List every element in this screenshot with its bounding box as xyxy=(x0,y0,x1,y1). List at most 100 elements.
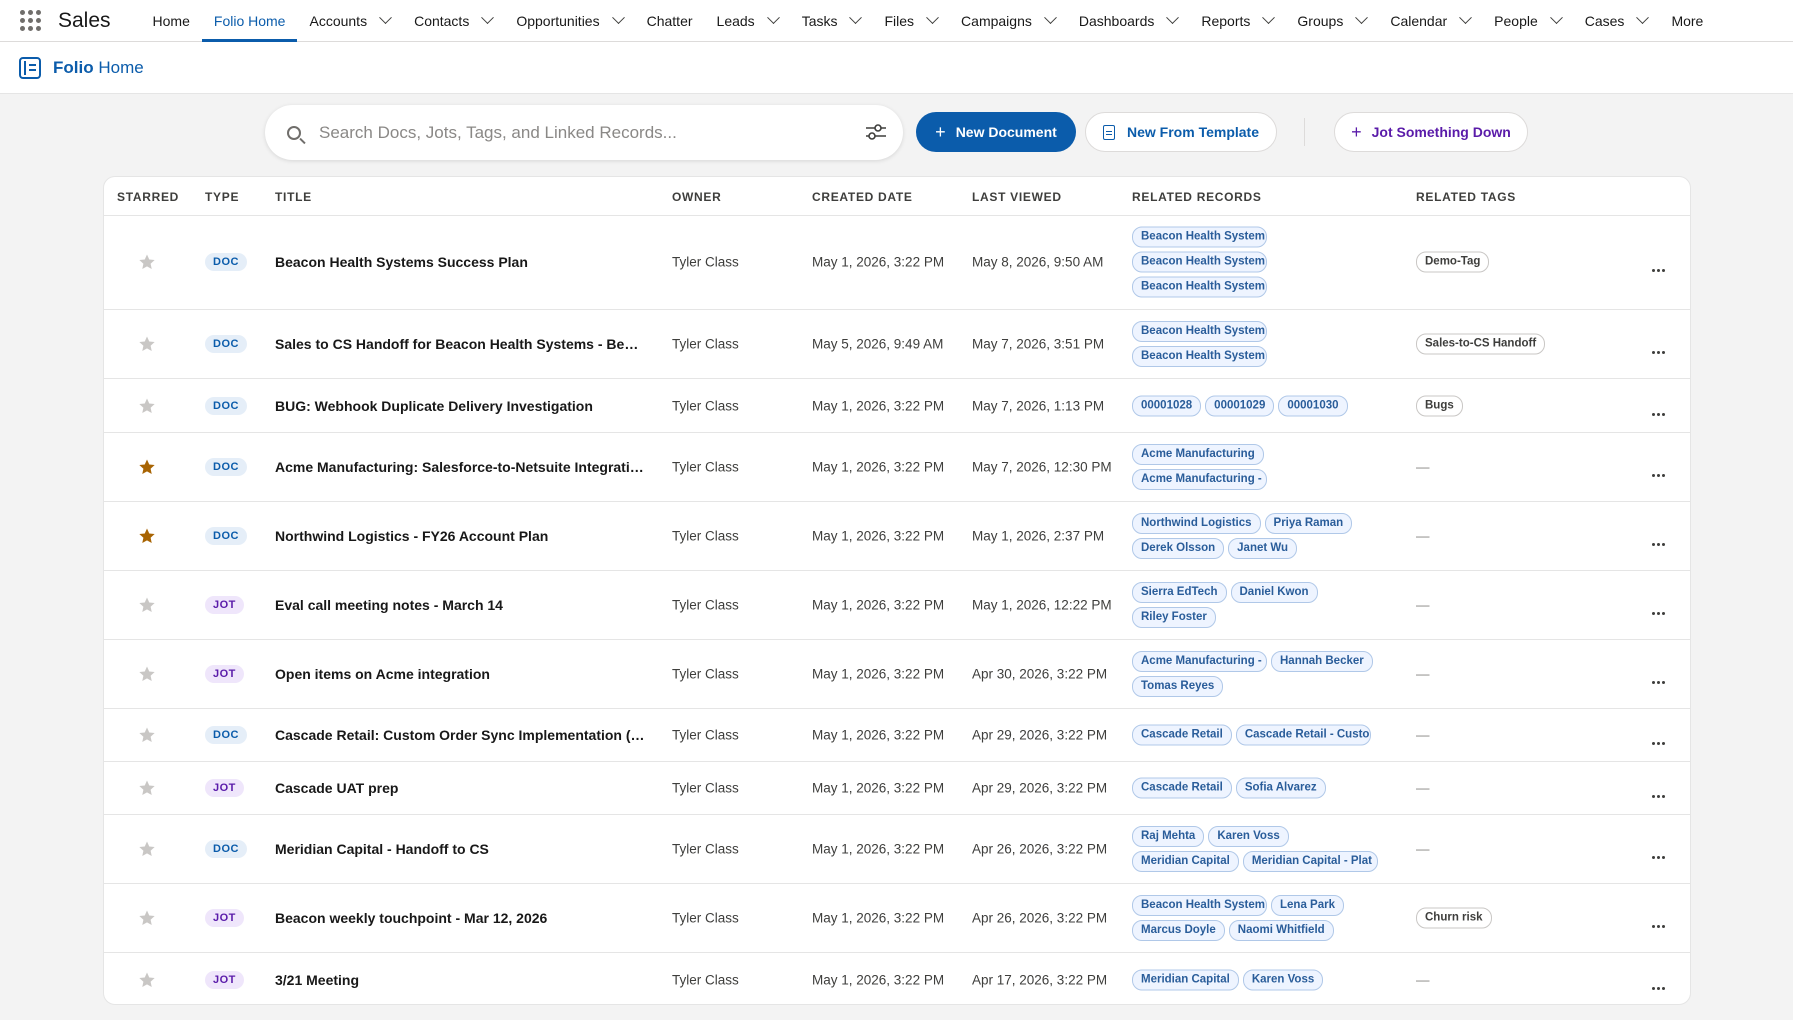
row-actions-icon[interactable] xyxy=(1652,672,1668,684)
chevron-down-icon[interactable] xyxy=(481,11,495,25)
related-record-chip[interactable]: Meridian Capital xyxy=(1132,969,1239,990)
chevron-down-icon[interactable] xyxy=(1636,11,1650,25)
table-row[interactable]: JOT Open items on Acme integration Tyler C… xyxy=(104,640,1690,709)
chevron-down-icon[interactable] xyxy=(1262,11,1276,25)
star-icon[interactable] xyxy=(138,909,156,927)
table-row[interactable]: DOC BUG: Webhook Duplicate Delivery Inves… xyxy=(104,379,1690,433)
chevron-down-icon[interactable] xyxy=(1166,11,1180,25)
nav-tab-accounts[interactable]: Accounts xyxy=(297,0,402,42)
row-actions-icon[interactable] xyxy=(1652,847,1668,859)
related-record-chip[interactable]: Janet Wu xyxy=(1228,538,1298,559)
chevron-down-icon[interactable] xyxy=(1044,11,1057,25)
related-record-chip[interactable]: Derek Olsson xyxy=(1132,538,1225,559)
related-record-chip[interactable]: 00001029 xyxy=(1205,395,1275,416)
header-owner[interactable]: OWNER xyxy=(672,190,722,204)
related-record-chip[interactable]: Acme Manufacturing - xyxy=(1132,651,1267,672)
table-row[interactable]: DOC Meridian Capital - Handoff to CS Tyler… xyxy=(104,815,1690,884)
jot-button[interactable]: + Jot Something Down xyxy=(1334,112,1528,152)
star-icon[interactable] xyxy=(138,527,156,545)
tag-chip[interactable]: Bugs xyxy=(1416,395,1463,416)
nav-tab-leads[interactable]: Leads xyxy=(705,0,790,42)
table-row[interactable]: JOT Beacon weekly touchpoint - Mar 12, 20… xyxy=(104,884,1690,953)
related-record-chip[interactable]: 00001030 xyxy=(1278,395,1348,416)
document-title-link[interactable]: BUG: Webhook Duplicate Delivery Investig… xyxy=(275,397,593,414)
document-title-link[interactable]: Eval call meeting notes - March 14 xyxy=(275,597,503,613)
related-record-chip[interactable]: Beacon Health System xyxy=(1132,251,1267,273)
related-record-chip[interactable]: Cascade Retail xyxy=(1132,777,1232,799)
star-icon[interactable] xyxy=(138,335,156,353)
document-title-link[interactable]: Cascade Retail: Custom Order Sync Implem… xyxy=(275,727,645,743)
star-icon[interactable] xyxy=(138,596,156,614)
header-type[interactable]: TYPE xyxy=(205,190,240,204)
nav-tab-more[interactable]: More xyxy=(1659,0,1715,42)
related-record-chip[interactable]: Lena Park xyxy=(1271,895,1344,916)
related-record-chip[interactable]: Tomas Reyes xyxy=(1132,676,1224,697)
document-title-link[interactable]: Open items on Acme integration xyxy=(275,666,490,682)
new-document-button[interactable]: + New Document xyxy=(916,112,1076,152)
row-actions-icon[interactable] xyxy=(1652,733,1668,745)
table-row[interactable]: JOT Cascade UAT prep Tyler Class May 1, 202… xyxy=(104,762,1690,815)
related-record-chip[interactable]: Beacon Health System xyxy=(1132,321,1267,342)
related-record-chip[interactable]: Sierra EdTech xyxy=(1132,582,1227,603)
related-record-chip[interactable]: Naomi Whitfield xyxy=(1228,920,1334,941)
related-record-chip[interactable]: Beacon Health System xyxy=(1132,346,1267,367)
row-actions-icon[interactable] xyxy=(1652,916,1668,928)
filter-icon[interactable] xyxy=(865,124,887,140)
star-icon[interactable] xyxy=(138,840,156,858)
row-actions-icon[interactable] xyxy=(1652,786,1668,798)
table-row[interactable]: DOC Beacon Health Systems Success Plan Tyl… xyxy=(104,215,1690,310)
chevron-down-icon[interactable] xyxy=(766,11,780,25)
related-record-chip[interactable]: Cascade Retail - Custo xyxy=(1235,724,1371,746)
tag-chip[interactable]: Churn risk xyxy=(1416,907,1492,929)
chevron-down-icon[interactable] xyxy=(1459,11,1473,25)
row-actions-icon[interactable] xyxy=(1652,603,1668,615)
related-record-chip[interactable]: Karen Voss xyxy=(1208,826,1289,847)
related-record-chip[interactable]: Acme Manufacturing xyxy=(1132,444,1264,465)
related-record-chip[interactable]: Acme Manufacturing - xyxy=(1132,469,1267,490)
header-title[interactable]: TITLE xyxy=(275,190,312,204)
related-record-chip[interactable]: Riley Foster xyxy=(1132,607,1216,628)
nav-tab-files[interactable]: Files xyxy=(872,0,949,42)
related-record-chip[interactable]: 00001028 xyxy=(1132,395,1202,416)
document-title-link[interactable]: Sales to CS Handoff for Beacon Health Sy… xyxy=(275,336,645,352)
star-icon[interactable] xyxy=(138,779,156,797)
nav-tab-groups[interactable]: Groups xyxy=(1285,0,1378,42)
document-title-link[interactable]: Beacon Health Systems Success Plan xyxy=(275,254,528,270)
nav-tab-people[interactable]: People xyxy=(1482,0,1573,42)
document-title-link[interactable]: Beacon weekly touchpoint - Mar 12, 2026 xyxy=(275,910,548,926)
chevron-down-icon[interactable] xyxy=(379,11,392,25)
tag-chip[interactable]: Demo-Tag xyxy=(1416,251,1490,273)
chevron-down-icon[interactable] xyxy=(1355,11,1369,25)
nav-tab-contacts[interactable]: Contacts xyxy=(402,0,504,42)
related-record-chip[interactable]: Hannah Becker xyxy=(1271,651,1373,672)
nav-tab-reports[interactable]: Reports xyxy=(1189,0,1285,42)
row-actions-icon[interactable] xyxy=(1652,260,1668,272)
nav-tab-calendar[interactable]: Calendar xyxy=(1378,0,1482,42)
tag-chip[interactable]: Sales-to-CS Handoff xyxy=(1416,333,1546,355)
header-last-viewed[interactable]: LAST VIEWED xyxy=(972,190,1062,204)
related-record-chip[interactable]: Raj Mehta xyxy=(1132,826,1205,847)
nav-tab-opportunities[interactable]: Opportunities xyxy=(504,0,634,42)
row-actions-icon[interactable] xyxy=(1652,534,1668,546)
related-record-chip[interactable]: Beacon Health System xyxy=(1132,895,1267,916)
nav-tab-campaigns[interactable]: Campaigns xyxy=(949,0,1067,42)
nav-tab-home[interactable]: Home xyxy=(141,0,202,42)
table-row[interactable]: DOC Northwind Logistics - FY26 Account Pl… xyxy=(104,502,1690,571)
nav-tab-cases[interactable]: Cases xyxy=(1573,0,1660,42)
star-icon[interactable] xyxy=(138,397,156,415)
document-title-link[interactable]: Cascade UAT prep xyxy=(275,780,399,796)
star-icon[interactable] xyxy=(138,458,156,476)
document-title-link[interactable]: Meridian Capital - Handoff to CS xyxy=(275,841,489,857)
nav-tab-folio-home[interactable]: Folio Home xyxy=(201,0,298,42)
related-record-chip[interactable]: Sofia Alvarez xyxy=(1235,777,1326,799)
header-created-date[interactable]: CREATED DATE xyxy=(812,190,913,204)
nav-tab-chatter[interactable]: Chatter xyxy=(635,0,705,42)
header-starred[interactable]: STARRED xyxy=(117,190,180,204)
document-title-link[interactable]: 3/21 Meeting xyxy=(275,971,360,988)
header-related-records[interactable]: RELATED RECORDS xyxy=(1132,190,1262,204)
table-row[interactable]: JOT Eval call meeting notes - March 14 Tyl… xyxy=(104,571,1690,640)
table-row[interactable]: DOC Acme Manufacturing: Salesforce-to-Net… xyxy=(104,433,1690,502)
star-icon[interactable] xyxy=(138,971,156,989)
related-record-chip[interactable]: Daniel Kwon xyxy=(1230,582,1318,603)
table-row[interactable]: JOT 3/21 Meeting Tyler Class May 1, 2026, 3… xyxy=(104,953,1690,1004)
